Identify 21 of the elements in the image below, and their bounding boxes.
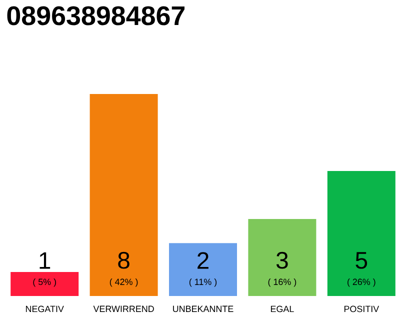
bar xyxy=(10,272,79,296)
annotation: 8 xyxy=(118,252,130,269)
annotation: 2 xyxy=(198,252,208,269)
x-tick-label: NEGATIV xyxy=(26,306,64,312)
chart-title: 089638984867 xyxy=(7,6,184,26)
annotation: 5 xyxy=(356,252,368,269)
x-tick-label: VERWIRREND xyxy=(93,306,154,312)
data-label: ( 42% ) xyxy=(110,278,138,287)
annotation: 3 xyxy=(276,252,288,269)
x-tick-label: EGAL xyxy=(270,306,294,312)
bar xyxy=(248,219,316,296)
data-label: ( 5% ) xyxy=(33,278,56,287)
data-label: ( 16% ) xyxy=(268,278,296,287)
bar xyxy=(169,243,238,296)
data-label: ( 11% ) xyxy=(189,278,217,287)
bar xyxy=(327,170,396,296)
data-label: ( 26% ) xyxy=(348,278,376,287)
bar xyxy=(90,94,158,296)
annotation: 1 xyxy=(40,252,50,269)
x-tick-label: UNBEKANNTE xyxy=(173,306,234,312)
x-tick-label: POSITIV xyxy=(344,306,380,312)
